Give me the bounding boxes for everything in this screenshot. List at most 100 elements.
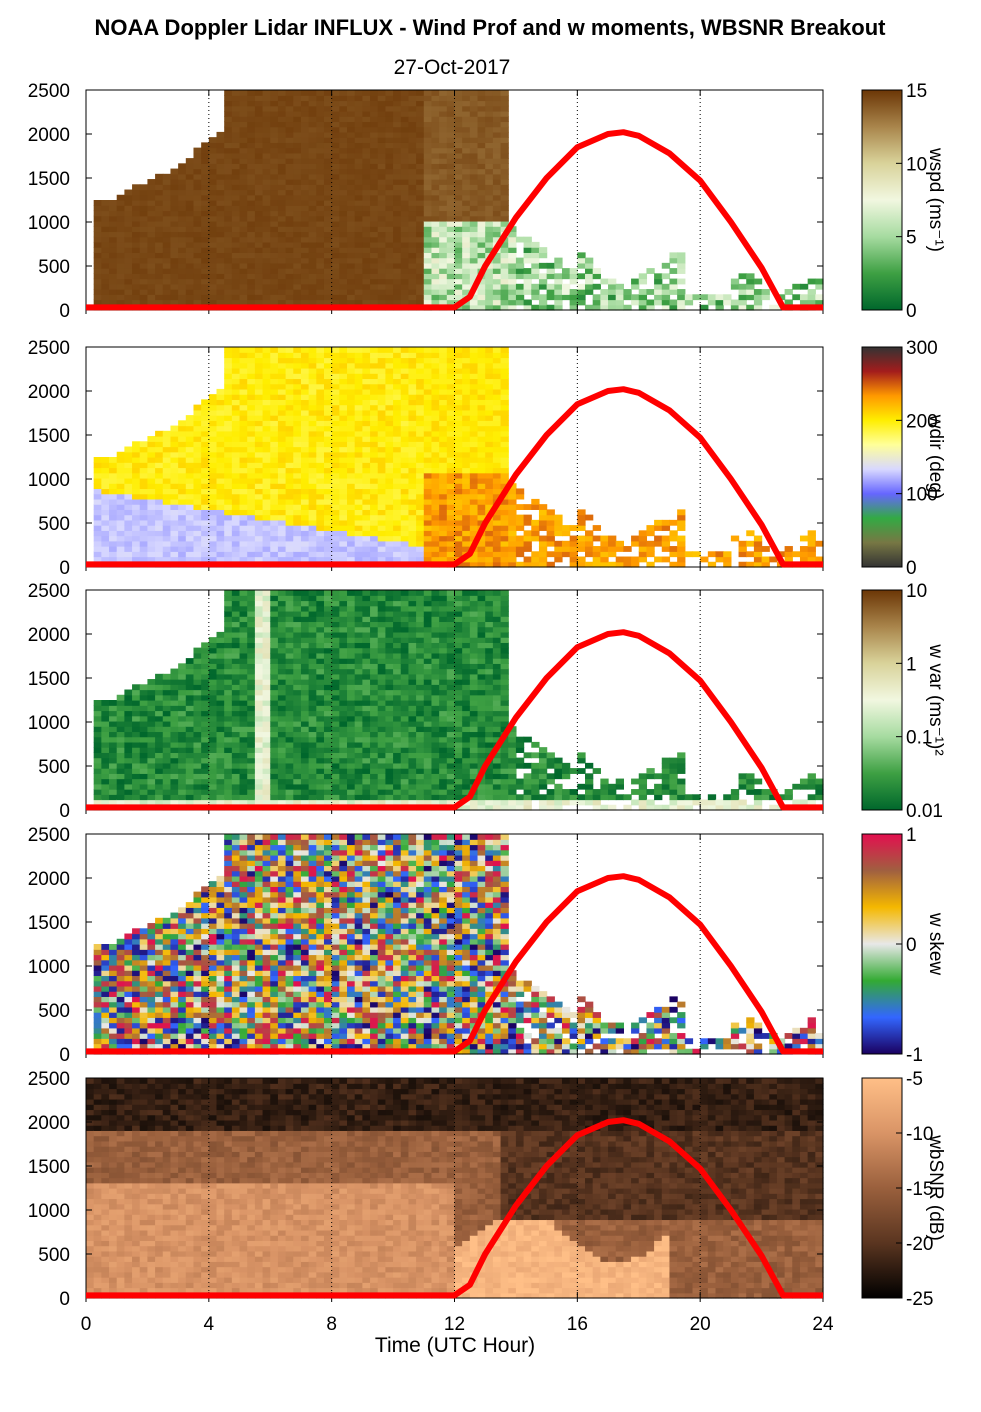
- heatmap-cell: [186, 452, 194, 458]
- heatmap-cell: [301, 525, 309, 531]
- heatmap-cell: [178, 499, 186, 505]
- heatmap-cell: [324, 174, 332, 180]
- heatmap-cell: [401, 252, 409, 258]
- heatmap-cell: [186, 536, 194, 542]
- heatmap-cell: [193, 684, 201, 690]
- heatmap-cell: [278, 357, 286, 363]
- heatmap-cell: [217, 758, 225, 764]
- heatmap-cell: [101, 747, 109, 753]
- heatmap-cell: [416, 452, 424, 458]
- heatmap-cell: [470, 148, 478, 154]
- heatmap-cell: [101, 509, 109, 515]
- heatmap-cell: [455, 121, 463, 127]
- heatmap-cell: [370, 237, 378, 243]
- heatmap-cell: [201, 242, 209, 248]
- heatmap-cell: [447, 551, 455, 557]
- heatmap-cell: [431, 184, 439, 190]
- heatmap-cell: [224, 447, 232, 453]
- heatmap-cell: [193, 679, 201, 685]
- heatmap-cell: [94, 758, 102, 764]
- heatmap-cell: [416, 504, 424, 510]
- heatmap-cell: [124, 737, 132, 743]
- heatmap-cell: [393, 541, 401, 547]
- heatmap-cell: [324, 520, 332, 526]
- heatmap-cell: [255, 551, 263, 557]
- heatmap-cell: [470, 242, 478, 248]
- heatmap-cell: [309, 394, 317, 400]
- heatmap-cell: [255, 216, 263, 222]
- heatmap-cell: [186, 195, 194, 201]
- heatmap-cell: [746, 289, 754, 295]
- heatmap-cell: [378, 210, 386, 216]
- heatmap-cell: [255, 127, 263, 133]
- heatmap-cell: [186, 200, 194, 206]
- heatmap-cell: [178, 184, 186, 190]
- heatmap-cell: [424, 263, 432, 269]
- heatmap-cell: [224, 289, 232, 295]
- heatmap-cell: [309, 467, 317, 473]
- heatmap-cell: [163, 237, 171, 243]
- heatmap-cell: [201, 679, 209, 685]
- heatmap-cell: [424, 221, 432, 227]
- heatmap-cell: [232, 237, 240, 243]
- heatmap-cell: [347, 121, 355, 127]
- heatmap-cell: [132, 226, 140, 232]
- heatmap-cell: [339, 279, 347, 285]
- heatmap-cell: [155, 237, 163, 243]
- heatmap-cell: [309, 441, 317, 447]
- heatmap-cell: [470, 405, 478, 411]
- heatmap-cell: [109, 200, 117, 206]
- heatmap-cell: [485, 352, 493, 358]
- heatmap-cell: [401, 190, 409, 196]
- heatmap-cell: [478, 205, 486, 211]
- heatmap-cell: [240, 90, 248, 96]
- heatmap-cell: [362, 158, 370, 164]
- heatmap-cell: [355, 488, 363, 494]
- heatmap-cell: [224, 174, 232, 180]
- heatmap-cell: [439, 184, 447, 190]
- heatmap-cell: [324, 373, 332, 379]
- heatmap-cell: [470, 384, 478, 390]
- heatmap-cell: [462, 279, 470, 285]
- heatmap-cell: [408, 530, 416, 536]
- heatmap-cell: [178, 700, 186, 706]
- heatmap-cell: [240, 394, 248, 400]
- heatmap-cell: [293, 515, 301, 521]
- heatmap-cell: [301, 473, 309, 479]
- heatmap-cell: [217, 394, 225, 400]
- heatmap-cell: [385, 368, 393, 374]
- heatmap-cell: [339, 426, 347, 432]
- heatmap-cell: [408, 431, 416, 437]
- heatmap-cell: [155, 773, 163, 779]
- heatmap-cell: [209, 137, 217, 143]
- heatmap-cell: [247, 284, 255, 290]
- heatmap-cell: [240, 242, 248, 248]
- heatmap-cell: [677, 268, 685, 274]
- heatmap-cell: [385, 447, 393, 453]
- heatmap-cell: [324, 294, 332, 300]
- heatmap-cell: [247, 478, 255, 484]
- heatmap-cell: [408, 536, 416, 542]
- heatmap-cell: [109, 499, 117, 505]
- heatmap-cell: [378, 231, 386, 237]
- heatmap-cell: [501, 394, 509, 400]
- heatmap-cell: [117, 700, 125, 706]
- heatmap-cell: [478, 221, 486, 227]
- heatmap-cell: [193, 226, 201, 232]
- heatmap-cell: [669, 258, 677, 264]
- heatmap-cell: [286, 195, 294, 201]
- heatmap-cell: [186, 551, 194, 557]
- heatmap-cell: [170, 737, 178, 743]
- heatmap-cell: [109, 258, 117, 264]
- heatmap-cell: [270, 368, 278, 374]
- heatmap-cell: [163, 231, 171, 237]
- heatmap-cell: [462, 190, 470, 196]
- heatmap-cell: [408, 546, 416, 552]
- heatmap-cell: [193, 289, 201, 295]
- heatmap-cell: [309, 263, 317, 269]
- heatmap-cell: [362, 174, 370, 180]
- heatmap-cell: [201, 658, 209, 664]
- heatmap-cell: [378, 441, 386, 447]
- heatmap-cell: [94, 210, 102, 216]
- heatmap-cell: [462, 163, 470, 169]
